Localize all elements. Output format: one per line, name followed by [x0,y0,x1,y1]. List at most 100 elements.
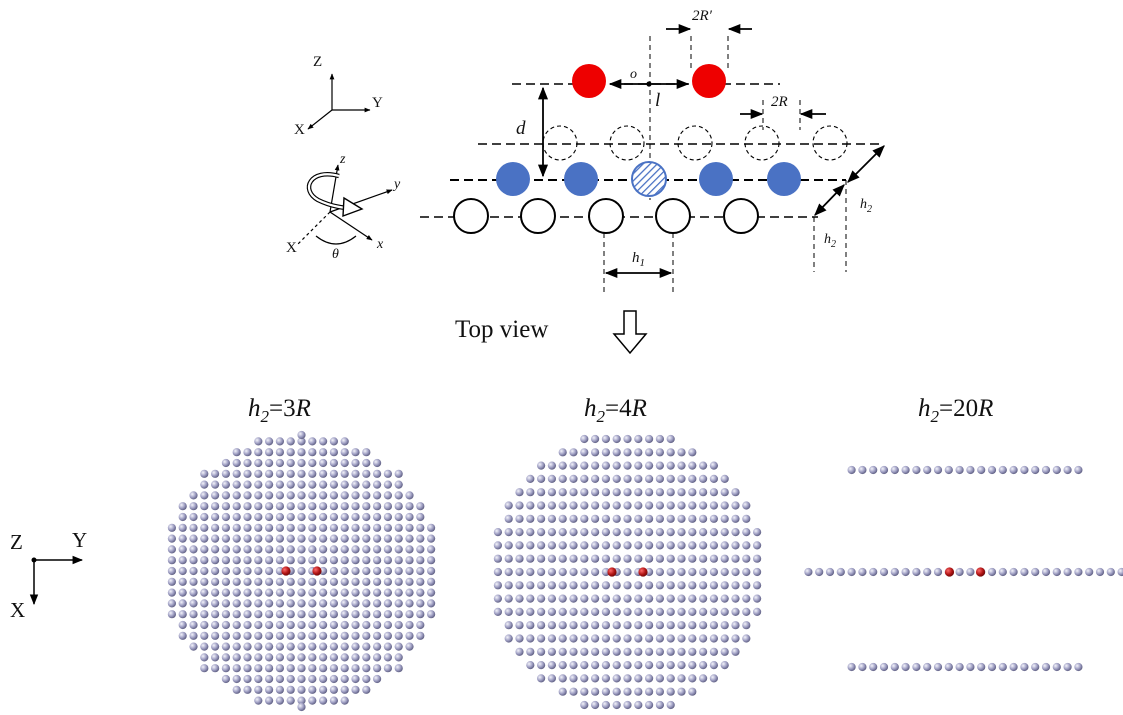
lattice-dot [504,634,513,643]
lattice-dot [688,594,697,603]
lattice-dot [591,647,600,656]
lattice-dot [1020,662,1029,672]
lattice-dot [200,664,209,673]
lattice-dot [340,437,349,446]
lattice-dot [200,556,209,565]
lattice-dot [677,514,686,523]
lattice-dot [254,512,263,522]
lattice-dot [211,577,220,586]
lattice-dot [688,661,697,670]
lattice-dot [879,567,889,577]
lattice-dot [232,480,241,489]
lattice-dot [612,661,621,670]
lattice-dot [167,566,176,576]
lattice-dot [243,577,252,586]
lattice-dot [340,545,349,554]
lattice-dot [515,634,524,643]
lattice-dot [1041,465,1051,475]
lattice-dot [243,491,252,500]
lattice-dot [265,588,274,597]
lattice-dot [383,512,392,522]
lattice-dot [731,554,740,563]
lattice-dot [591,554,600,563]
lattice-dot [416,502,425,511]
lattice-dot [547,474,557,483]
lattice-dot [319,599,328,608]
lattice-dot [612,594,621,603]
lattice-dot [601,700,611,710]
lattice-dot [286,642,295,651]
lattice-dot [427,566,436,576]
lattice-dot [383,577,392,586]
lattice-dot [493,594,502,603]
lattice-dot [319,534,328,543]
lattice-dot [286,491,295,500]
lattice-dot [601,581,611,590]
lattice-dot [394,631,403,640]
lattice-dot [655,501,665,510]
lattice-dot [493,541,502,550]
lattice-dot [275,545,284,554]
lattice-dot [297,556,306,565]
lattice-dot [666,594,675,603]
lattice-dot [351,610,360,619]
lattice-dot [634,434,643,444]
lattice-dot [243,664,252,673]
lattice-dot [167,577,176,586]
lattice-dot [666,700,675,710]
lattice-dot [1052,662,1061,672]
lattice-dot [645,501,654,510]
lattice-dot [720,528,729,537]
lattice-dot [504,528,513,537]
lattice-dot [362,491,371,500]
lattice-dot [416,610,425,619]
lattice-dot [515,607,524,617]
lattice-dot [912,662,921,672]
lattice-dot [351,653,360,662]
lattice-dot [742,501,751,510]
lattice-dot [254,631,263,640]
lattice-dot [221,620,230,630]
lattice-dot [731,581,740,590]
lattice-dot [515,501,524,510]
lattice-dot [362,653,371,662]
lattice-dot [655,434,665,444]
lattice-dot [655,647,665,656]
lattice-dot [634,554,643,563]
lattice-dot [645,461,654,470]
lattice-dot [601,674,611,683]
lattice-dot [1020,465,1029,475]
lattice-dot [178,577,187,586]
lattice-dot [383,480,392,489]
lattice-dot [858,567,867,577]
lattice-dot [254,502,263,511]
lattice-dot [666,461,675,470]
lattice-dot [623,554,632,563]
lattice-dot [623,661,632,670]
lattice-dot [1031,465,1040,475]
side-view-schematic [420,23,885,295]
lattice-dot [526,501,535,510]
lattice-dot [297,502,306,511]
lattice-dot [709,661,719,670]
lattice-dot [580,581,589,590]
lattice-dot [362,577,371,586]
lattice-dot [623,674,632,683]
lattice-dot [189,502,198,511]
lattice-dot [351,631,360,640]
lattice-dot [731,621,740,630]
lattice-dot [623,581,632,590]
lattice-dot [526,661,535,670]
lattice-dot [591,607,600,617]
lattice-dot [200,653,209,662]
lattice-dot [275,588,284,597]
lattice-dot [308,480,317,489]
lattice-dot [416,556,425,565]
lattice-dot [645,554,654,563]
lattice-dot [178,610,187,619]
lattice-dot [634,581,643,590]
lattice-dot [427,588,436,597]
lattice-dot [699,594,708,603]
lattice-dot [677,461,686,470]
lattice-dot [265,502,274,511]
